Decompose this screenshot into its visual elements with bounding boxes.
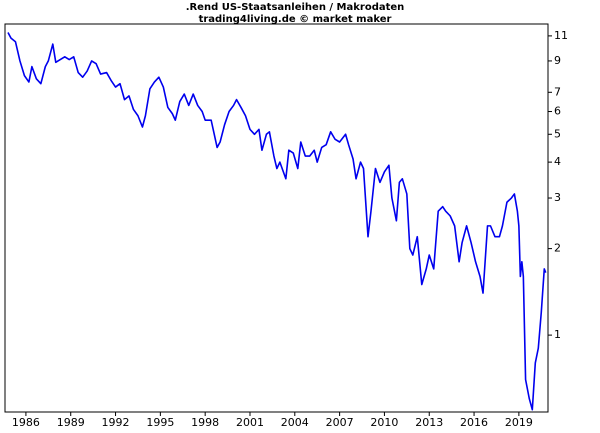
x-tick-label: 2016 (460, 416, 488, 429)
x-tick-label: 1998 (191, 416, 219, 429)
line-series (7, 32, 547, 411)
y-tick-label: 1 (554, 328, 561, 341)
y-tick-label: 4 (554, 155, 561, 168)
plot-frame (4, 23, 549, 413)
chart-subtitle: trading4living.de © market maker (199, 14, 392, 25)
x-tick-label: 1989 (57, 416, 85, 429)
y-tick-label: 7 (554, 85, 561, 98)
y-tick-label: 9 (554, 54, 561, 67)
x-tick-label: 2013 (415, 416, 443, 429)
x-tick-label: 2010 (370, 416, 398, 429)
x-tick-label: 2019 (505, 416, 533, 429)
x-tick-label: 2001 (236, 416, 264, 429)
x-tick-label: 2007 (326, 416, 354, 429)
y-tick-label: 3 (554, 191, 561, 204)
y-tick-label: 5 (554, 127, 561, 140)
y-tick-label: 11 (554, 29, 568, 42)
x-tick-label: 1992 (102, 416, 130, 429)
x-tick-label: 2004 (281, 416, 309, 429)
y-tick-label: 6 (554, 105, 561, 118)
chart-title: .Rend US-Staatsanleihen / Makrodaten (186, 2, 405, 13)
x-tick-label: 1986 (12, 416, 40, 429)
x-tick-label: 1995 (146, 416, 174, 429)
y-tick-label: 2 (554, 242, 561, 255)
